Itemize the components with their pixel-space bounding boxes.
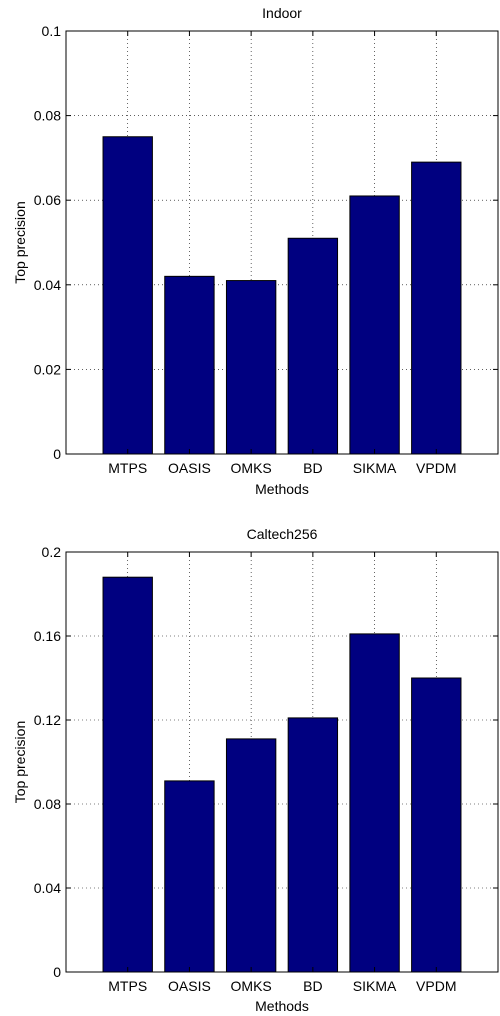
- y-tick-label: 0.06: [34, 192, 61, 208]
- axes-frame: [65, 551, 499, 973]
- x-tick-label: OMKS: [231, 978, 272, 994]
- y-tick-label: 0.04: [34, 880, 61, 896]
- bar-oasis: [164, 780, 215, 973]
- axes-frame: [65, 30, 499, 455]
- y-tick-label: 0.2: [42, 544, 62, 560]
- chart-title: Caltech256: [247, 526, 318, 542]
- bar-bd: [287, 237, 339, 455]
- x-axis-label: Methods: [255, 998, 309, 1014]
- chart-caltech256: 0 0.04 0.08 0.12 0.16 0.2 MTPS OASIS OMKS BD SIKMA…: [12, 526, 499, 1014]
- x-tick-label: VPDM: [416, 978, 456, 994]
- bar-sikma: [349, 633, 400, 973]
- x-tick-label: OASIS: [168, 460, 211, 476]
- y-tick-label: 0.16: [34, 628, 61, 644]
- x-axis-label: Methods: [255, 481, 309, 497]
- y-axis-label: Top precision: [12, 201, 28, 284]
- y-axis-label: Top precision: [12, 721, 28, 804]
- y-tick-label: 0.08: [34, 108, 61, 124]
- x-tick-label: BD: [303, 460, 322, 476]
- y-tick-label: 0.1: [42, 23, 62, 39]
- x-tick-label: OASIS: [168, 978, 211, 994]
- x-tick-label: SIKMA: [353, 978, 397, 994]
- x-tick-label: OMKS: [231, 460, 272, 476]
- chart-indoor: 0 0.02 0.04 0.06 0.08 0.1 MTPS OASIS OMKS BD SIKMA…: [12, 5, 499, 497]
- x-tick-label: MTPS: [108, 978, 147, 994]
- y-tick-label: 0: [53, 446, 61, 462]
- y-tick-label: 0.04: [34, 277, 61, 293]
- y-tick-label: 0.08: [34, 796, 61, 812]
- bar-bd: [287, 717, 339, 973]
- y-tick-label: 0.02: [34, 361, 61, 377]
- x-tick-label: VPDM: [416, 460, 456, 476]
- bar-sikma: [349, 195, 400, 455]
- chart-title: Indoor: [262, 5, 302, 21]
- bar-vpdm: [411, 677, 462, 973]
- y-tick-label: 0.12: [34, 712, 61, 728]
- x-tick-label: BD: [303, 978, 322, 994]
- bar-mtps: [102, 136, 153, 455]
- bar-omks: [225, 280, 277, 455]
- bar-oasis: [164, 275, 215, 455]
- bar-mtps: [102, 576, 153, 973]
- x-tick-label: SIKMA: [353, 460, 397, 476]
- x-tick-label: MTPS: [108, 460, 147, 476]
- y-tick-label: 0: [53, 964, 61, 980]
- bar-omks: [225, 738, 277, 973]
- bar-vpdm: [411, 161, 462, 455]
